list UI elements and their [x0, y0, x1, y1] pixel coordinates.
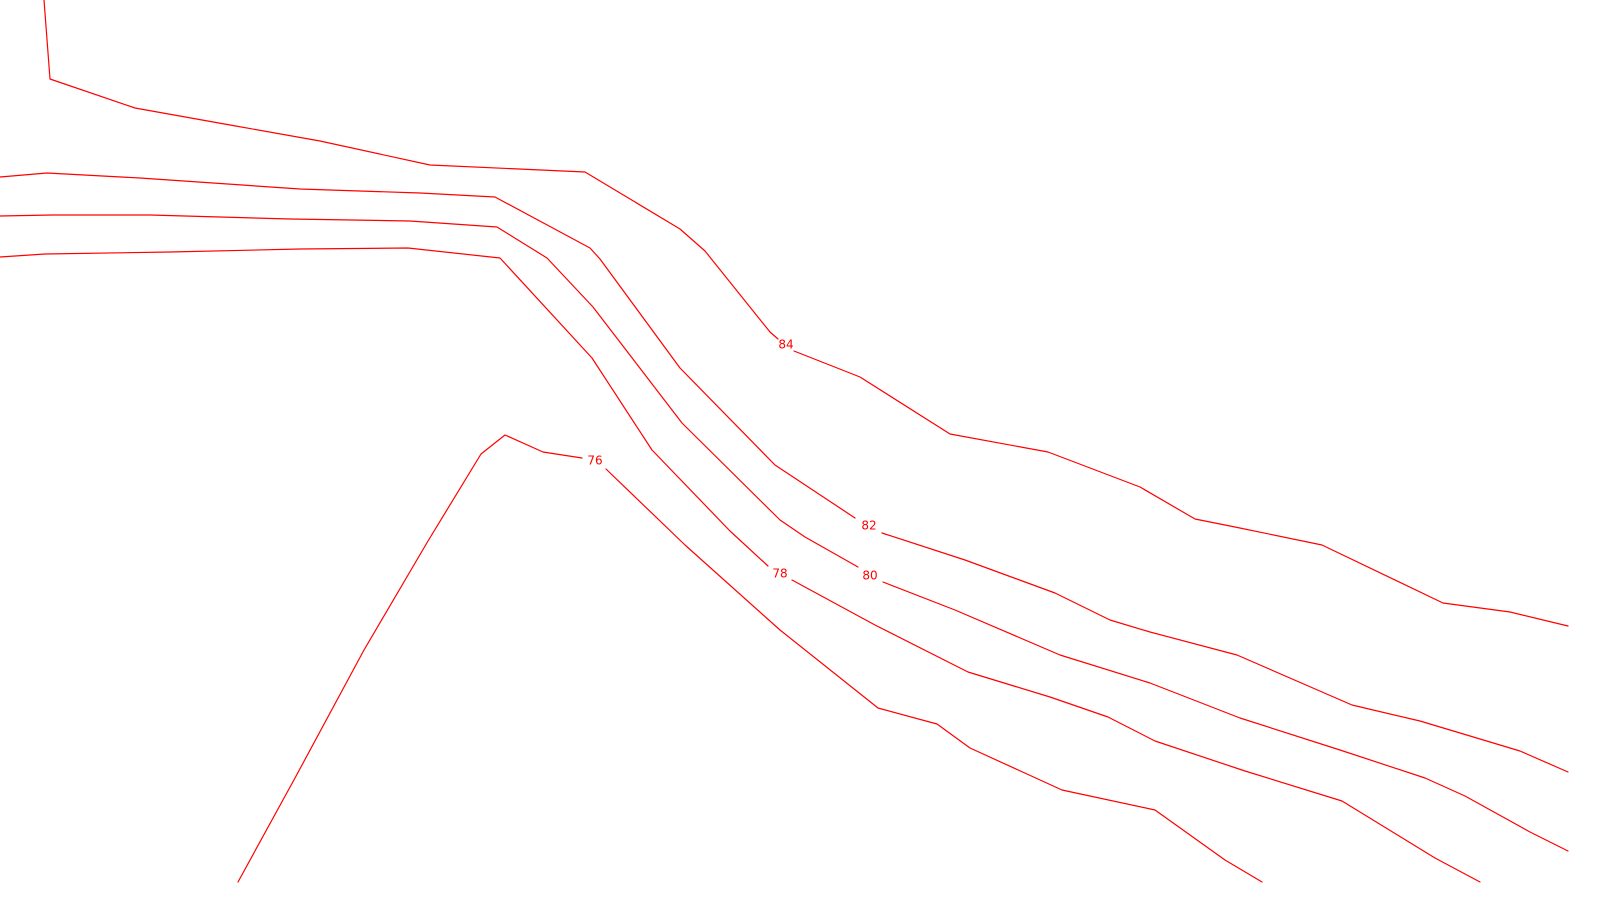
contour-label-76: 76 [587, 454, 602, 468]
contour-line-82-b [881, 532, 1569, 773]
contour-82: 82 [0, 172, 1569, 773]
contour-label-80: 80 [862, 569, 877, 583]
contour-84: 84 [43, 0, 1569, 627]
contour-line-78-b [791, 579, 1481, 883]
contour-line-84-b [793, 350, 1569, 627]
contour-80: 80 [0, 214, 1569, 852]
contour-line-82 [0, 172, 856, 519]
contour-76: 76 [237, 434, 1263, 883]
contour-line-78 [0, 247, 769, 567]
contour-line-84 [43, 0, 779, 340]
contour-line-80-b [882, 581, 1569, 852]
contour-line-80 [0, 214, 859, 568]
contour-label-84: 84 [778, 338, 793, 352]
contour-line-76-b [605, 468, 1263, 883]
contour-78: 78 [0, 247, 1481, 883]
contour-label-82: 82 [861, 519, 876, 533]
contour-label-78: 78 [772, 567, 787, 581]
contour-line-76 [237, 434, 583, 883]
